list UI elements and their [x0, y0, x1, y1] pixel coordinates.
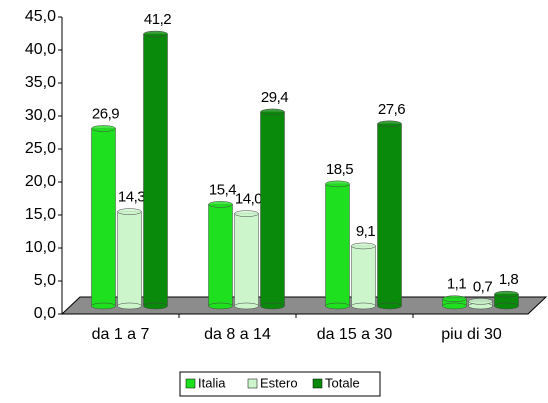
bar-base	[91, 302, 116, 310]
bar	[260, 111, 285, 307]
value-label: 1,1	[447, 276, 467, 293]
y-tick-label: 15,0	[25, 206, 56, 223]
legend-swatch	[312, 378, 323, 389]
bar	[234, 213, 259, 307]
value-label: 41,2	[144, 11, 171, 28]
bar-base	[143, 302, 168, 310]
bar-cap	[117, 208, 142, 215]
y-tick-label: 5,0	[34, 272, 56, 289]
legend-label: Totale	[325, 375, 360, 390]
bar-cap	[208, 201, 233, 208]
bar-base	[442, 302, 467, 310]
bar-cap	[143, 30, 168, 38]
bar	[117, 211, 142, 307]
bar	[91, 128, 116, 307]
value-label: 1,8	[499, 271, 519, 288]
value-label: 14,3	[118, 189, 145, 206]
legend-label: Estero	[260, 375, 298, 390]
value-label: 26,9	[92, 105, 119, 122]
bar-cap	[468, 298, 493, 305]
bar-base	[494, 302, 519, 310]
y-tick-label: 0,0	[34, 305, 56, 322]
x-tick-label: piu di 30	[441, 326, 502, 343]
value-label: 27,6	[378, 101, 405, 118]
bar-cap	[325, 180, 350, 188]
bar-base	[377, 302, 402, 310]
value-label: 0,7	[473, 278, 493, 295]
bar	[351, 245, 376, 307]
y-tick-label: 45,0	[25, 8, 56, 25]
legend-label: Italia	[198, 375, 226, 390]
bar-base	[260, 302, 285, 310]
legend-swatch	[185, 378, 196, 389]
y-tick-label: 20,0	[25, 173, 56, 190]
bar-base	[234, 302, 259, 310]
bar-cap	[351, 242, 376, 250]
value-label: 18,5	[326, 161, 353, 178]
legend	[179, 371, 381, 397]
value-label: 15,4	[209, 181, 236, 198]
bar-cap	[442, 295, 467, 302]
bar-cap	[91, 125, 116, 132]
y-tick-label: 10,0	[25, 239, 56, 256]
bar-base	[351, 302, 376, 310]
bar-base	[117, 302, 142, 310]
value-label: 9,1	[356, 223, 376, 240]
bar-cap	[377, 120, 402, 128]
legend-swatch	[247, 378, 258, 389]
x-tick-label: da 15 a 30	[317, 326, 393, 343]
bar	[325, 183, 350, 307]
y-tick-label: 35,0	[25, 74, 56, 91]
bar-base	[325, 302, 350, 310]
y-tick-label: 25,0	[25, 140, 56, 157]
x-tick-label: da 8 a 14	[204, 326, 271, 343]
y-tick-label: 30,0	[25, 107, 56, 124]
bar	[143, 33, 168, 307]
value-label: 14,0	[235, 191, 262, 208]
bar	[208, 204, 233, 307]
bar-cap	[260, 108, 285, 116]
y-tick-label: 40,0	[25, 41, 56, 58]
x-tick-label: da 1 a 7	[92, 326, 150, 343]
bar-cap	[234, 210, 259, 217]
bar-cap	[494, 290, 519, 298]
bar	[377, 123, 402, 307]
value-label: 29,4	[261, 89, 288, 106]
bar-base	[208, 302, 233, 310]
